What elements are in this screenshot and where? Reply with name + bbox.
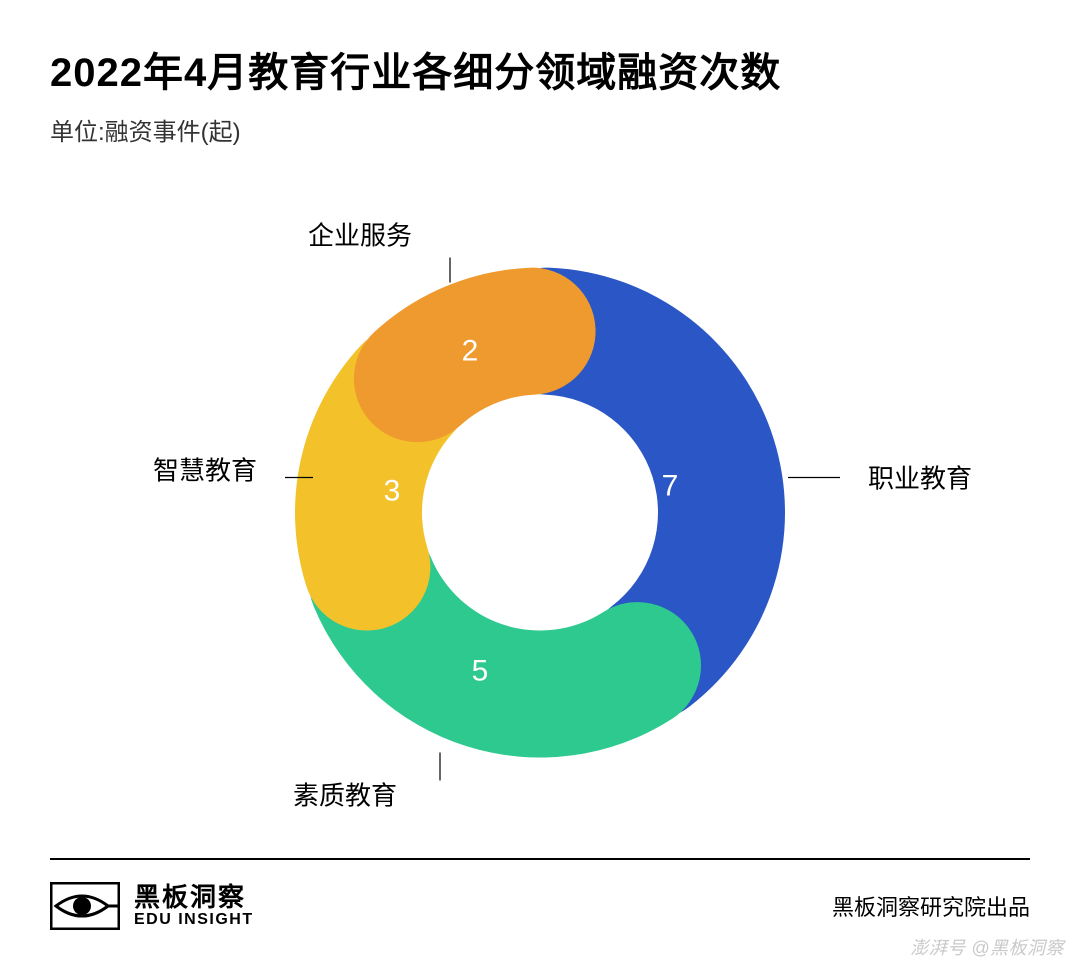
slice-value: 2 [462,334,479,367]
chart-container: 2022年4月教育行业各细分领域融资次数 单位:融资事件(起) 7 职业教育 5 素质… [0,0,1080,964]
watermark: 澎湃号 @黑板洞察 [910,934,1064,960]
chart-title: 2022年4月教育行业各细分领域融资次数 [50,40,1030,98]
slice-label: 职业教育 [868,463,972,493]
brand-text: 黑板洞察 EDU INSIGHT [134,883,254,930]
eye-logo-icon [50,882,120,930]
slice-label: 素质教育 [293,780,397,810]
slice-label: 企业服务 [308,220,412,250]
slice-value: 7 [662,469,679,502]
slice-value: 5 [472,654,489,687]
footer: 黑板洞察 EDU INSIGHT 黑板洞察研究院出品 [50,860,1030,944]
donut-chart: 7 职业教育 5 素质教育 3 智慧教育 2 企业服务 [50,147,1030,858]
credit-text: 黑板洞察研究院出品 [832,890,1030,922]
brand-name-cn: 黑板洞察 [134,883,254,912]
donut-svg: 7 职业教育 5 素质教育 3 智慧教育 2 企业服务 [50,147,1030,858]
brand-logo: 黑板洞察 EDU INSIGHT [50,882,254,930]
slice-label: 智慧教育 [153,455,257,485]
chart-subtitle: 单位:融资事件(起) [50,112,1030,147]
brand-name-en: EDU INSIGHT [134,911,254,929]
slice-value: 3 [384,474,401,507]
